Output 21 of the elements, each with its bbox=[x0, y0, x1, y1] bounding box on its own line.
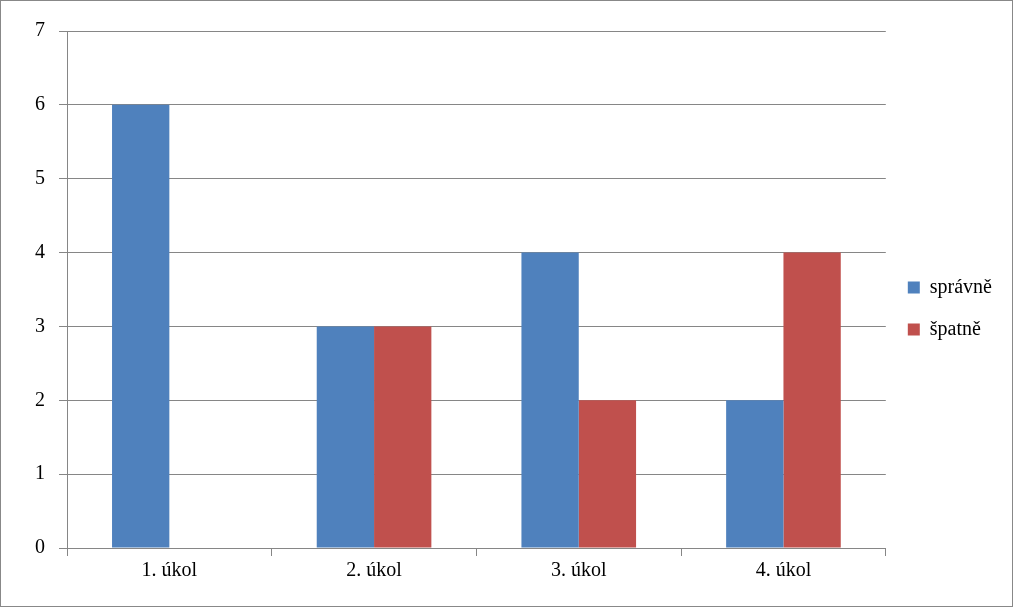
x-tick-label: 1. úkol bbox=[141, 558, 198, 581]
y-tick-label: 1 bbox=[35, 461, 45, 484]
bar bbox=[521, 252, 579, 548]
bar bbox=[578, 400, 637, 548]
bar bbox=[316, 326, 375, 548]
y-tick-label: 7 bbox=[35, 18, 45, 41]
bar bbox=[726, 400, 784, 548]
legend-label: správně bbox=[929, 274, 993, 298]
bar bbox=[374, 326, 432, 548]
legend-label: špatně bbox=[929, 316, 982, 340]
y-tick-label: 3 bbox=[35, 313, 45, 336]
y-tick-label: 5 bbox=[35, 165, 45, 188]
y-tick-label: 4 bbox=[35, 239, 45, 262]
y-tick-label: 2 bbox=[35, 387, 45, 410]
bar bbox=[112, 104, 170, 548]
x-tick-label: 2. úkol bbox=[346, 558, 403, 581]
y-tick-label: 0 bbox=[35, 535, 45, 558]
x-tick-label: 4. úkol bbox=[755, 558, 812, 581]
y-tick-label: 6 bbox=[35, 92, 45, 115]
bar bbox=[783, 252, 841, 548]
x-tick-label: 3. úkol bbox=[550, 558, 607, 581]
